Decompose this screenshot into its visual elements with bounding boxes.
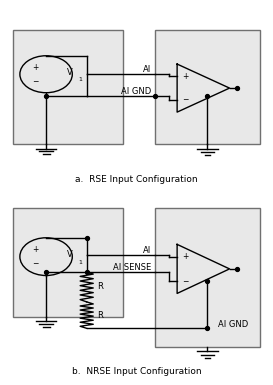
Text: AI GND: AI GND bbox=[218, 320, 248, 329]
Text: AI: AI bbox=[143, 65, 151, 74]
Text: b.  NRSE Input Configuration: b. NRSE Input Configuration bbox=[72, 367, 201, 376]
FancyBboxPatch shape bbox=[155, 30, 260, 144]
Text: 1: 1 bbox=[79, 77, 83, 82]
FancyBboxPatch shape bbox=[13, 208, 123, 317]
Text: +: + bbox=[182, 252, 188, 261]
Text: −: − bbox=[32, 77, 39, 86]
Text: 1: 1 bbox=[79, 260, 83, 265]
Text: −: − bbox=[182, 277, 188, 286]
Text: +: + bbox=[32, 245, 39, 254]
Text: R: R bbox=[97, 282, 103, 291]
FancyBboxPatch shape bbox=[155, 208, 260, 347]
FancyBboxPatch shape bbox=[13, 30, 123, 144]
Text: AI: AI bbox=[143, 246, 151, 254]
Text: V: V bbox=[67, 250, 73, 259]
Text: −: − bbox=[182, 95, 188, 105]
Text: +: + bbox=[32, 63, 39, 72]
Text: +: + bbox=[182, 72, 188, 80]
Text: a.  RSE Input Configuration: a. RSE Input Configuration bbox=[75, 175, 198, 184]
Text: −: − bbox=[32, 259, 39, 268]
Text: AI GND: AI GND bbox=[121, 87, 151, 96]
Text: R: R bbox=[97, 311, 103, 320]
Text: V: V bbox=[67, 68, 73, 77]
Text: AI SENSE: AI SENSE bbox=[113, 263, 151, 271]
